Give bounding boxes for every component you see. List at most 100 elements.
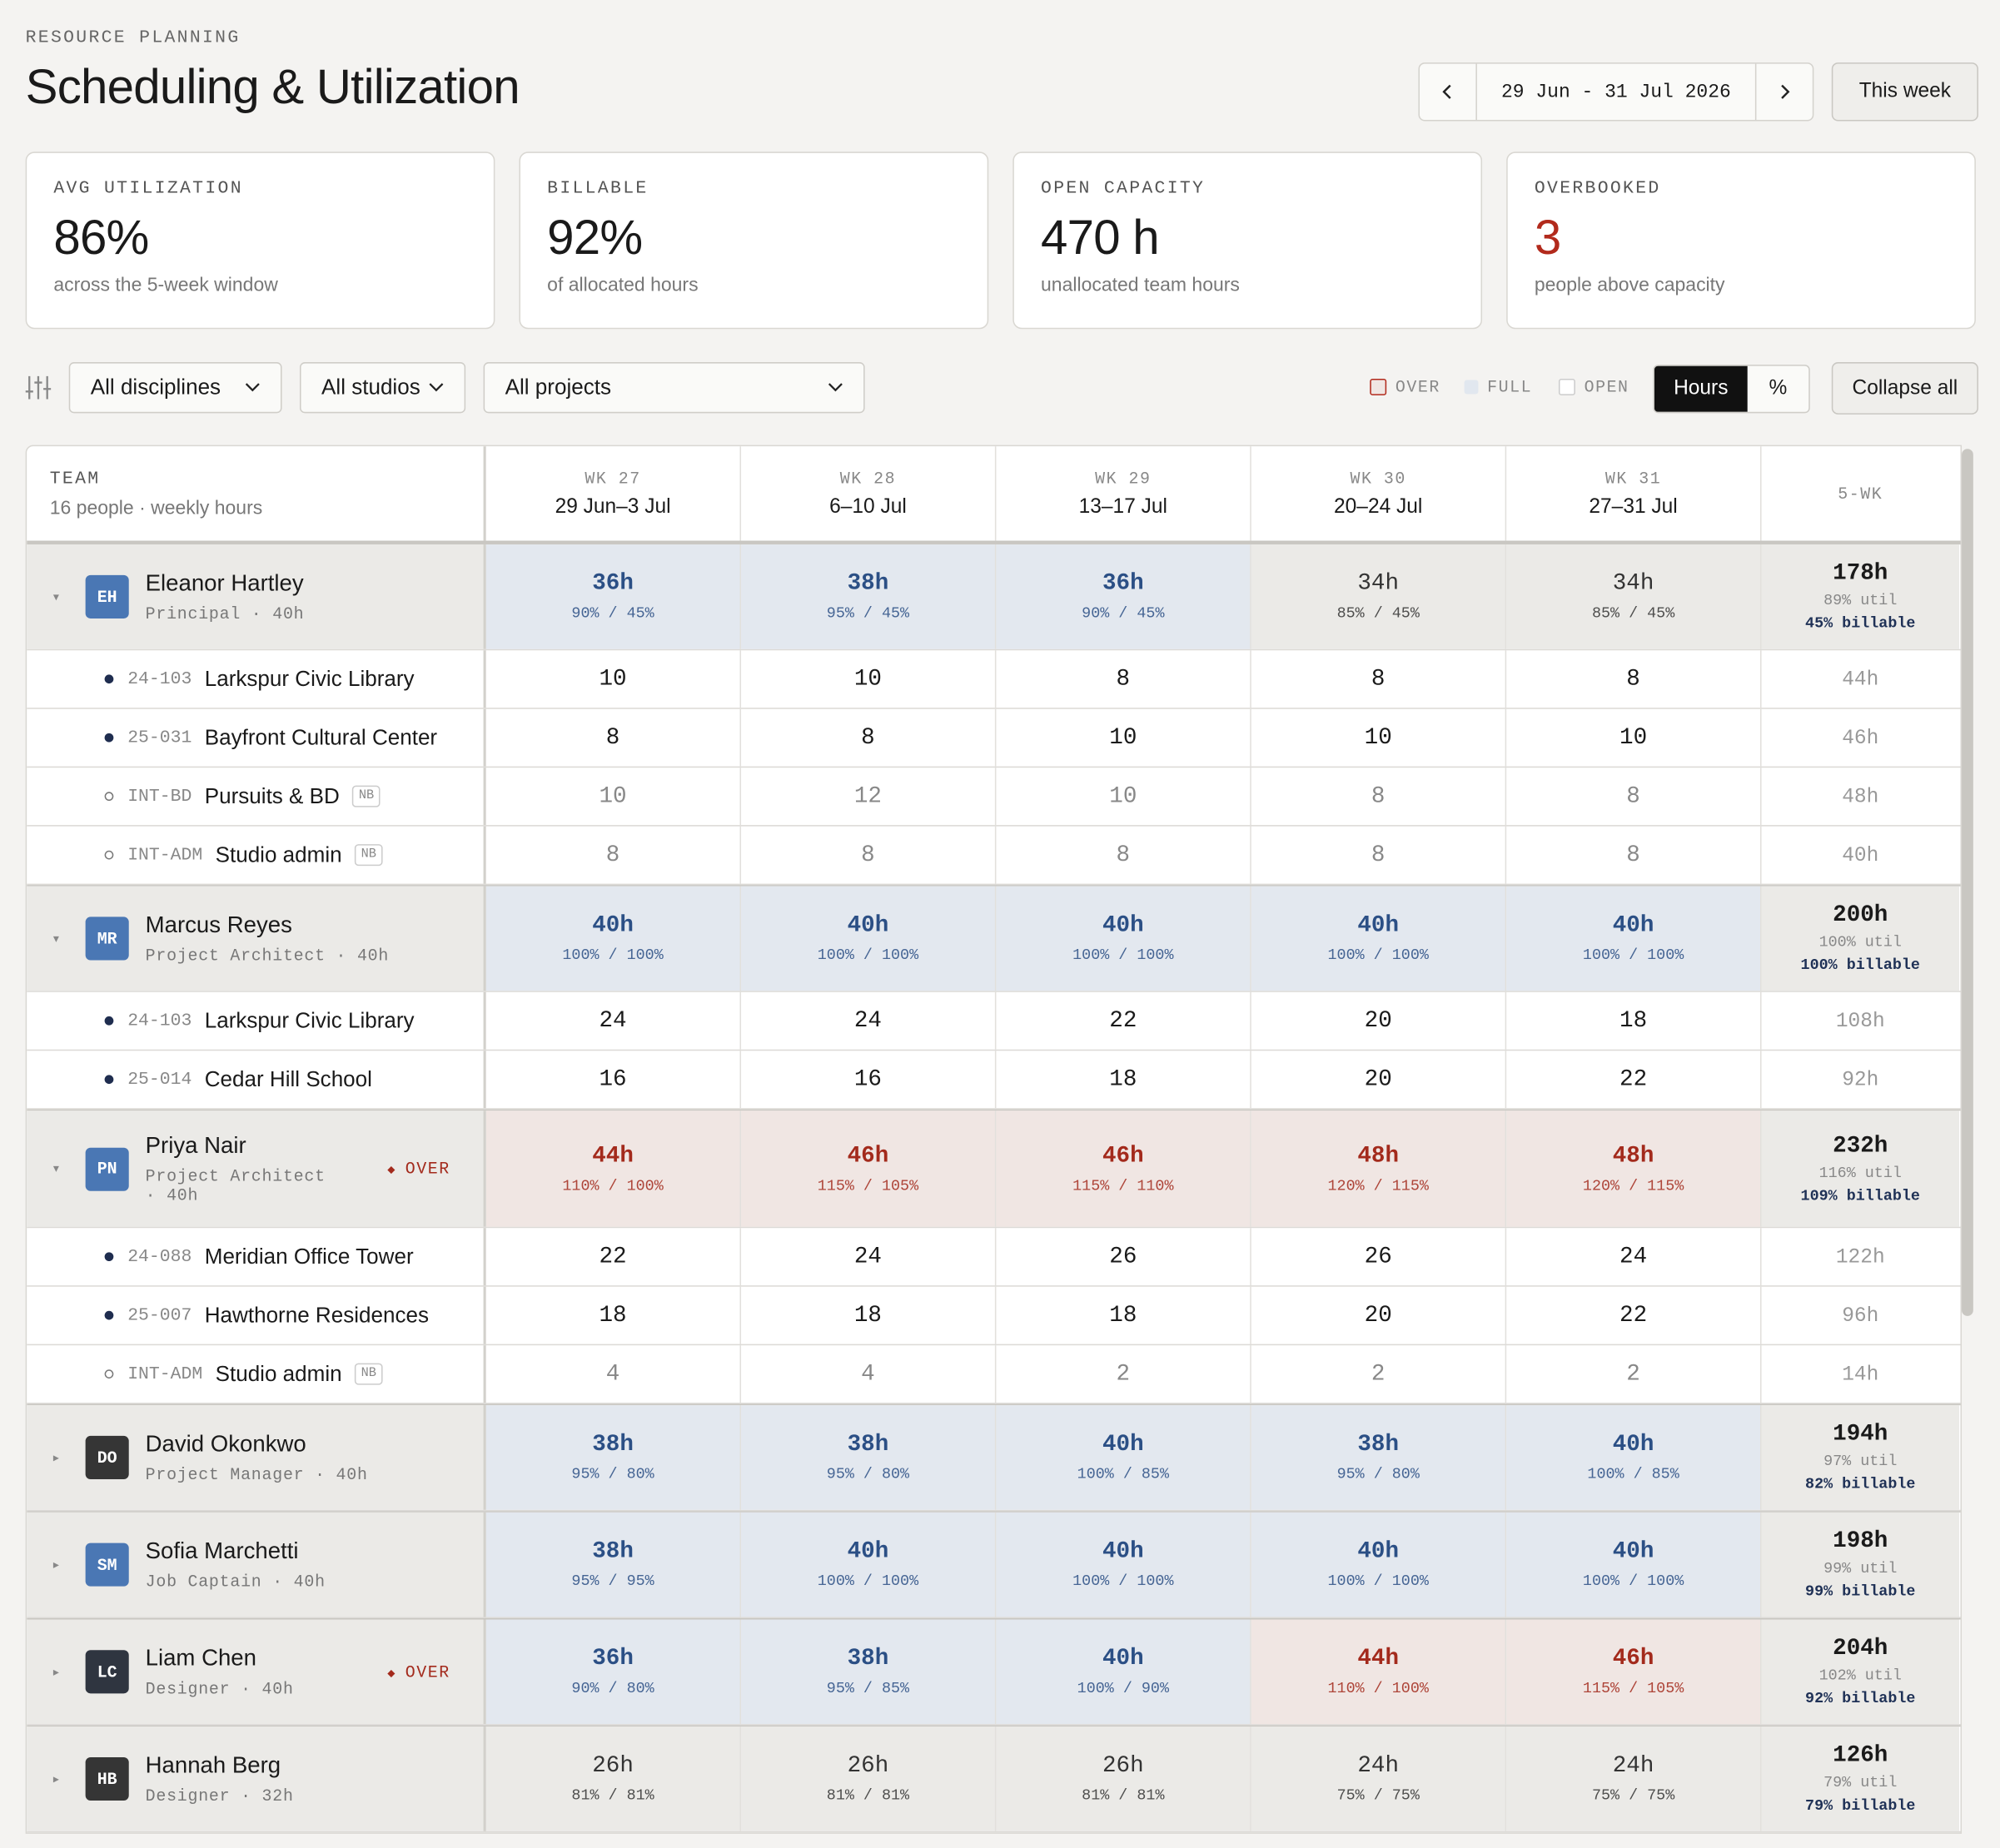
person-row[interactable]: ▸ LC Liam Chen Designer · 40h OVER 36h 90% / 8… <box>27 1617 1961 1726</box>
hours-cell: 10 <box>486 768 742 826</box>
hours-cell: 24 <box>1506 1228 1762 1286</box>
total-billable: 92% billable <box>1805 1689 1916 1708</box>
prev-button[interactable] <box>1420 64 1475 120</box>
person-name: Sofia Marchetti <box>145 1538 299 1564</box>
discipline-select[interactable]: All disciplines <box>68 362 282 414</box>
total-cell: 126h 79% util 79% billable <box>1761 1726 1959 1831</box>
project-row: 25-014 Cedar Hill School 16 16 18 20 22 92h <box>27 1051 1961 1110</box>
project-hours: 2 <box>1626 1361 1640 1387</box>
project-code: 25-014 <box>127 1069 192 1090</box>
avatar: HB <box>85 1756 129 1801</box>
person-row[interactable]: ▸ DO David Okonkwo Project Manager · 40h 38h… <box>27 1403 1961 1512</box>
hours-cell: 10 <box>741 650 997 708</box>
project-total-cell: 108h <box>1762 992 1959 1050</box>
collapse-button[interactable]: Collapse all <box>1831 362 1978 415</box>
toggle-option[interactable]: Hours <box>1654 365 1748 412</box>
person-row[interactable]: ▸ SM Sofia Marchetti Job Captain · 40h 38h 95… <box>27 1511 1961 1618</box>
person-row[interactable]: ▸ HB Hannah Berg Designer · 32h 26h 81% / 81%… <box>27 1725 1961 1833</box>
hours-cell: 4 <box>741 1345 997 1403</box>
project-row: INT-ADM Studio admin NB 4 4 2 2 2 14h <box>27 1345 1961 1404</box>
week-hours: 24h <box>1357 1753 1400 1779</box>
project-hours: 18 <box>599 1302 627 1329</box>
project-total: 14h <box>1842 1362 1879 1386</box>
hours-cell: 12 <box>741 768 997 826</box>
project-total-cell: 40h <box>1762 827 1959 884</box>
project-total: 122h <box>1835 1244 1885 1269</box>
week-pct: 90% / 45% <box>571 604 654 623</box>
total-util: 99% util <box>1823 1559 1898 1577</box>
person-cell: ▸ HB Hannah Berg Designer · 32h <box>27 1726 486 1831</box>
project-select[interactable]: All projects <box>483 362 865 414</box>
project-name: Meridian Office Tower <box>204 1244 414 1269</box>
week-header: WK 29 13–17 Jul <box>996 446 1251 541</box>
project-hours: 22 <box>1619 1066 1648 1093</box>
project-total: 44h <box>1842 667 1879 691</box>
week-pct: 95% / 95% <box>571 1572 654 1591</box>
person-cell: ▾ PN Priya Nair Project Architect · 40h OVER <box>27 1110 486 1227</box>
schedule-table: TEAM 16 people · weekly hours WK 27 29 Jun–… <box>25 445 1963 1834</box>
project-hours: 8 <box>861 724 875 751</box>
next-button[interactable] <box>1756 64 1812 120</box>
billable-dot <box>104 1075 114 1085</box>
date-range[interactable]: 29 Jun - 31 Jul 2026 <box>1475 63 1757 120</box>
studio-select[interactable]: All studios <box>299 362 466 414</box>
prev-icon <box>1442 84 1451 99</box>
week-cell: 34h 85% / 45% <box>1251 544 1507 649</box>
week-cell: 38h 95% / 80% <box>485 1405 742 1510</box>
project-cell: INT-ADM Studio admin NB <box>27 1345 486 1403</box>
project-cell: 24-103 Larkspur Civic Library <box>27 991 486 1050</box>
week-cell: 40h 100% / 100% <box>1506 886 1762 991</box>
team-label: TEAM <box>49 468 101 489</box>
project-hours: 8 <box>1116 666 1131 693</box>
expand-caret[interactable]: ▾ <box>52 931 59 945</box>
swatch <box>1464 380 1479 395</box>
chevron <box>245 383 260 392</box>
expand-caret[interactable]: ▸ <box>52 1557 59 1571</box>
project-hours: 8 <box>1626 842 1640 868</box>
toggle-option[interactable]: % <box>1769 377 1788 400</box>
avatar: DO <box>85 1435 129 1479</box>
billable-dot <box>104 733 114 743</box>
week-hours: 24h <box>1612 1753 1654 1779</box>
unit-toggle: Hours% <box>1653 365 1810 414</box>
week-pct: 81% / 81% <box>826 1786 910 1805</box>
project-total-cell: 92h <box>1762 1051 1959 1108</box>
person-row[interactable]: ▾ MR Marcus Reyes Project Architect · 40h 40… <box>27 885 1961 992</box>
kpi-value: 3 <box>1534 211 1561 266</box>
week-pct: 110% / 100% <box>562 1176 664 1195</box>
legend-label: OPEN <box>1584 377 1629 397</box>
project-hours: 20 <box>1364 1007 1392 1034</box>
project-hours: 10 <box>599 783 627 809</box>
kpi-label: BILLABLE <box>547 178 649 199</box>
this-week-button[interactable]: This week <box>1831 62 1978 122</box>
project-cell: INT-BD Pursuits & BD NB <box>27 768 486 826</box>
kpi-label: OVERBOOKED <box>1534 178 1661 199</box>
week-pct: 81% / 81% <box>1082 1786 1165 1805</box>
expand-caret[interactable]: ▾ <box>52 589 59 603</box>
project-hours: 8 <box>1371 842 1386 868</box>
project-hours: 20 <box>1364 1066 1392 1093</box>
person-row[interactable]: ▾ PN Priya Nair Project Architect · 40h OVER… <box>27 1109 1961 1229</box>
week-hours: 40h <box>1357 912 1400 939</box>
week-pct: 75% / 75% <box>1591 1786 1675 1805</box>
project-cell: 25-014 Cedar Hill School <box>27 1051 486 1109</box>
expand-caret[interactable]: ▸ <box>52 1664 59 1678</box>
person-row[interactable]: ▾ EH Eleanor Hartley Principal · 40h 36h 90% … <box>27 543 1961 651</box>
week-pct: 100% / 85% <box>1587 1465 1679 1483</box>
expand-caret[interactable]: ▸ <box>52 1771 59 1785</box>
project-cell: 25-031 Bayfront Cultural Center <box>27 708 486 767</box>
project-hours: 26 <box>1364 1244 1392 1269</box>
project-name: Larkspur Civic Library <box>204 666 415 691</box>
hours-cell: 8 <box>1251 650 1507 708</box>
week-hours: 40h <box>847 1538 889 1565</box>
expand-caret[interactable]: ▸ <box>52 1450 59 1463</box>
expand-caret[interactable]: ▾ <box>52 1161 59 1175</box>
week-cell: 38h 95% / 80% <box>1251 1405 1507 1510</box>
person-role: Project Architect · 40h <box>145 1166 326 1205</box>
hours-cell: 2 <box>996 1345 1251 1403</box>
project-total: 46h <box>1842 726 1879 749</box>
person-info: Eleanor Hartley Principal · 40h <box>146 570 305 623</box>
week-hours: 40h <box>1102 1646 1144 1672</box>
week-cell: 40h 100% / 100% <box>1251 1512 1507 1617</box>
next-icon <box>1781 84 1790 99</box>
